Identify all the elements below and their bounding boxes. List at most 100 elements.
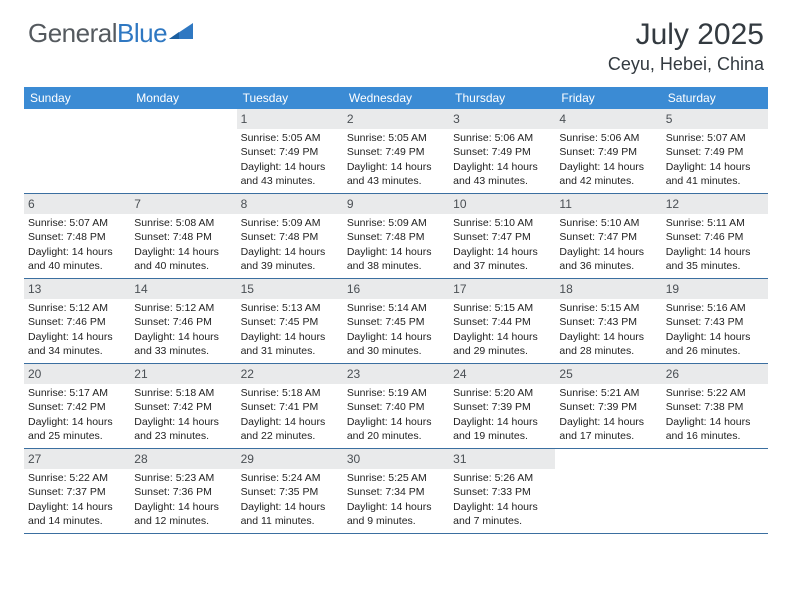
day-detail-line: and 22 minutes. — [241, 429, 339, 443]
day-detail-line: Sunrise: 5:26 AM — [453, 471, 551, 485]
day-detail-line: and 14 minutes. — [28, 514, 126, 528]
day-cell: 11Sunrise: 5:10 AMSunset: 7:47 PMDayligh… — [555, 194, 661, 278]
brand-part2: Blue — [117, 18, 167, 48]
day-detail-line: Sunrise: 5:09 AM — [347, 216, 445, 230]
day-detail-line: Sunset: 7:46 PM — [134, 315, 232, 329]
day-detail-line: Daylight: 14 hours — [134, 245, 232, 259]
day-detail-line: Sunrise: 5:06 AM — [453, 131, 551, 145]
day-detail-line: Sunrise: 5:09 AM — [241, 216, 339, 230]
day-number: 2 — [343, 109, 449, 129]
day-cell: 23Sunrise: 5:19 AMSunset: 7:40 PMDayligh… — [343, 364, 449, 448]
day-detail-line: Sunset: 7:45 PM — [241, 315, 339, 329]
day-detail-line: Sunset: 7:46 PM — [666, 230, 764, 244]
week-row: 27Sunrise: 5:22 AMSunset: 7:37 PMDayligh… — [24, 449, 768, 534]
day-cell: 16Sunrise: 5:14 AMSunset: 7:45 PMDayligh… — [343, 279, 449, 363]
day-detail-line: Daylight: 14 hours — [666, 245, 764, 259]
day-number: 25 — [555, 364, 661, 384]
day-cell — [662, 449, 768, 533]
day-cell: 5Sunrise: 5:07 AMSunset: 7:49 PMDaylight… — [662, 109, 768, 193]
week-row: 6Sunrise: 5:07 AMSunset: 7:48 PMDaylight… — [24, 194, 768, 279]
day-detail-line: and 35 minutes. — [666, 259, 764, 273]
day-detail-line: and 43 minutes. — [347, 174, 445, 188]
day-detail-line: and 16 minutes. — [666, 429, 764, 443]
day-detail-line: Sunset: 7:42 PM — [28, 400, 126, 414]
day-detail-line: Sunset: 7:48 PM — [347, 230, 445, 244]
day-number: 19 — [662, 279, 768, 299]
day-detail-line: Daylight: 14 hours — [241, 330, 339, 344]
day-detail-line: and 29 minutes. — [453, 344, 551, 358]
weeks-container: 1Sunrise: 5:05 AMSunset: 7:49 PMDaylight… — [24, 109, 768, 534]
day-number: 10 — [449, 194, 555, 214]
day-detail-line: Daylight: 14 hours — [241, 160, 339, 174]
day-detail-line: and 17 minutes. — [559, 429, 657, 443]
day-cell: 6Sunrise: 5:07 AMSunset: 7:48 PMDaylight… — [24, 194, 130, 278]
day-detail-line: and 39 minutes. — [241, 259, 339, 273]
dow-wednesday: Wednesday — [343, 87, 449, 109]
day-detail-line: Sunset: 7:39 PM — [453, 400, 551, 414]
day-detail-line: Sunrise: 5:07 AM — [28, 216, 126, 230]
day-detail-line: Sunset: 7:41 PM — [241, 400, 339, 414]
day-number: 21 — [130, 364, 236, 384]
dow-thursday: Thursday — [449, 87, 555, 109]
day-detail-line: Daylight: 14 hours — [559, 330, 657, 344]
day-cell: 7Sunrise: 5:08 AMSunset: 7:48 PMDaylight… — [130, 194, 236, 278]
day-detail-line: Daylight: 14 hours — [134, 415, 232, 429]
day-number: 4 — [555, 109, 661, 129]
day-number: 16 — [343, 279, 449, 299]
day-number: 11 — [555, 194, 661, 214]
day-cell: 1Sunrise: 5:05 AMSunset: 7:49 PMDaylight… — [237, 109, 343, 193]
day-detail-line: and 11 minutes. — [241, 514, 339, 528]
day-cell: 10Sunrise: 5:10 AMSunset: 7:47 PMDayligh… — [449, 194, 555, 278]
day-cell: 29Sunrise: 5:24 AMSunset: 7:35 PMDayligh… — [237, 449, 343, 533]
day-detail-line: Sunset: 7:37 PM — [28, 485, 126, 499]
day-number: 26 — [662, 364, 768, 384]
day-detail-line: Daylight: 14 hours — [347, 500, 445, 514]
day-detail-line: Sunset: 7:43 PM — [559, 315, 657, 329]
day-cell — [555, 449, 661, 533]
day-number: 22 — [237, 364, 343, 384]
brand-logo: GeneralBlue — [28, 18, 197, 49]
day-cell: 14Sunrise: 5:12 AMSunset: 7:46 PMDayligh… — [130, 279, 236, 363]
day-detail-line: Sunrise: 5:20 AM — [453, 386, 551, 400]
day-number: 9 — [343, 194, 449, 214]
brand-part1: General — [28, 18, 117, 48]
day-detail-line: Daylight: 14 hours — [666, 160, 764, 174]
day-cell: 30Sunrise: 5:25 AMSunset: 7:34 PMDayligh… — [343, 449, 449, 533]
week-row: 20Sunrise: 5:17 AMSunset: 7:42 PMDayligh… — [24, 364, 768, 449]
day-cell: 21Sunrise: 5:18 AMSunset: 7:42 PMDayligh… — [130, 364, 236, 448]
day-detail-line: and 30 minutes. — [347, 344, 445, 358]
day-number: 17 — [449, 279, 555, 299]
day-detail-line: Sunrise: 5:24 AM — [241, 471, 339, 485]
day-number: 20 — [24, 364, 130, 384]
day-detail-line: Daylight: 14 hours — [559, 245, 657, 259]
day-detail-line: Sunrise: 5:21 AM — [559, 386, 657, 400]
day-cell: 24Sunrise: 5:20 AMSunset: 7:39 PMDayligh… — [449, 364, 555, 448]
day-detail-line: Sunrise: 5:25 AM — [347, 471, 445, 485]
day-detail-line: Sunrise: 5:19 AM — [347, 386, 445, 400]
calendar: Sunday Monday Tuesday Wednesday Thursday… — [24, 87, 768, 534]
day-detail-line: Sunset: 7:45 PM — [347, 315, 445, 329]
day-cell: 22 Sunrise: 5:18 AMSunset: 7:41 PMDayligh… — [237, 364, 343, 448]
day-detail-line: Daylight: 14 hours — [559, 160, 657, 174]
day-detail-line: Sunrise: 5:05 AM — [241, 131, 339, 145]
day-detail-line: Daylight: 14 hours — [241, 415, 339, 429]
day-detail-line: Sunset: 7:46 PM — [28, 315, 126, 329]
day-detail-line: Daylight: 14 hours — [666, 415, 764, 429]
day-detail-line: and 12 minutes. — [134, 514, 232, 528]
day-cell: 12Sunrise: 5:11 AMSunset: 7:46 PMDayligh… — [662, 194, 768, 278]
day-detail-line: Sunrise: 5:18 AM — [241, 386, 339, 400]
dow-saturday: Saturday — [662, 87, 768, 109]
dow-header-row: Sunday Monday Tuesday Wednesday Thursday… — [24, 87, 768, 109]
day-detail-line: and 40 minutes. — [28, 259, 126, 273]
day-cell — [130, 109, 236, 193]
day-detail-line: Sunset: 7:47 PM — [559, 230, 657, 244]
day-detail-line: Daylight: 14 hours — [347, 330, 445, 344]
day-detail-line: Daylight: 14 hours — [666, 330, 764, 344]
dow-monday: Monday — [130, 87, 236, 109]
day-detail-line: and 26 minutes. — [666, 344, 764, 358]
brand-triangle-icon — [169, 21, 197, 46]
day-detail-line: Daylight: 14 hours — [134, 500, 232, 514]
day-detail-line: and 43 minutes. — [241, 174, 339, 188]
day-number: 13 — [24, 279, 130, 299]
day-detail-line: Daylight: 14 hours — [453, 415, 551, 429]
